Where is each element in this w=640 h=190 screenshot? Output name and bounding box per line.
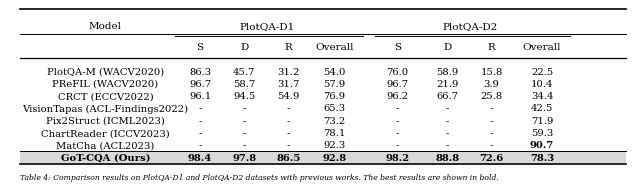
Text: 71.9: 71.9: [531, 117, 553, 126]
Text: R: R: [488, 43, 495, 52]
Text: -: -: [243, 141, 246, 150]
Text: -: -: [445, 117, 449, 126]
Text: 96.7: 96.7: [387, 80, 408, 89]
Text: VisionTapas (ACL-Findings2022): VisionTapas (ACL-Findings2022): [22, 105, 188, 114]
Text: -: -: [287, 105, 290, 113]
Text: Overall: Overall: [523, 43, 561, 52]
Text: -: -: [490, 105, 493, 113]
Text: -: -: [490, 141, 493, 150]
Text: D: D: [240, 43, 248, 52]
Text: 58.9: 58.9: [436, 68, 458, 77]
Text: -: -: [287, 117, 290, 126]
Text: Model: Model: [89, 22, 122, 31]
Text: D: D: [444, 43, 452, 52]
Text: 25.8: 25.8: [481, 92, 502, 101]
Text: 97.8: 97.8: [232, 154, 256, 163]
Text: -: -: [445, 141, 449, 150]
Text: -: -: [243, 117, 246, 126]
Text: -: -: [396, 129, 399, 138]
Text: 15.8: 15.8: [481, 68, 503, 77]
Text: -: -: [396, 105, 399, 113]
Text: -: -: [287, 129, 290, 138]
Text: 92.3: 92.3: [323, 141, 346, 150]
Text: -: -: [198, 105, 202, 113]
Text: 66.7: 66.7: [436, 92, 458, 101]
Text: 45.7: 45.7: [233, 68, 255, 77]
Text: 90.7: 90.7: [530, 141, 554, 150]
Text: 73.2: 73.2: [323, 117, 346, 126]
Text: -: -: [396, 141, 399, 150]
Text: -: -: [490, 117, 493, 126]
Text: 88.8: 88.8: [435, 154, 460, 163]
Text: 58.7: 58.7: [233, 80, 255, 89]
Text: PlotQA-D2: PlotQA-D2: [442, 22, 497, 31]
Text: 54.9: 54.9: [277, 92, 300, 101]
Text: 86.5: 86.5: [276, 154, 301, 163]
Text: S: S: [196, 43, 204, 52]
Text: R: R: [285, 43, 292, 52]
Text: 42.5: 42.5: [531, 105, 553, 113]
Text: ChartReader (ICCV2023): ChartReader (ICCV2023): [41, 129, 170, 138]
Text: -: -: [287, 141, 290, 150]
Text: 98.4: 98.4: [188, 154, 212, 163]
Text: 78.3: 78.3: [530, 154, 554, 163]
Text: 96.2: 96.2: [387, 92, 408, 101]
Text: S: S: [394, 43, 401, 52]
Text: 98.2: 98.2: [385, 154, 410, 163]
Text: 78.1: 78.1: [323, 129, 346, 138]
Text: CRCT (ECCV2022): CRCT (ECCV2022): [58, 92, 153, 101]
Text: -: -: [198, 117, 202, 126]
Text: -: -: [243, 129, 246, 138]
Text: 59.3: 59.3: [531, 129, 553, 138]
Text: 92.8: 92.8: [323, 154, 346, 163]
Text: GoT-CQA (Ours): GoT-CQA (Ours): [61, 154, 150, 163]
Text: -: -: [445, 129, 449, 138]
Text: 31.7: 31.7: [277, 80, 300, 89]
Text: Pix2Struct (ICML2023): Pix2Struct (ICML2023): [46, 117, 165, 126]
Text: -: -: [198, 141, 202, 150]
Text: 3.9: 3.9: [484, 80, 499, 89]
Text: Table 4: Comparison results on PlotQA-D1 and PlotQA-D2 datasets with previous wo: Table 4: Comparison results on PlotQA-D1…: [20, 174, 499, 182]
Text: -: -: [396, 117, 399, 126]
Text: -: -: [490, 129, 493, 138]
Text: 31.2: 31.2: [277, 68, 300, 77]
Text: PlotQA-M (WACV2020): PlotQA-M (WACV2020): [47, 68, 164, 77]
Text: 57.9: 57.9: [323, 80, 346, 89]
Text: -: -: [243, 105, 246, 113]
Text: 76.0: 76.0: [387, 68, 408, 77]
Text: -: -: [198, 129, 202, 138]
Text: PReFIL (WACV2020): PReFIL (WACV2020): [52, 80, 159, 89]
Text: 54.0: 54.0: [323, 68, 346, 77]
Text: 10.4: 10.4: [531, 80, 554, 89]
Text: 94.5: 94.5: [233, 92, 255, 101]
Text: 86.3: 86.3: [189, 68, 211, 77]
Text: 76.9: 76.9: [323, 92, 346, 101]
Text: 96.1: 96.1: [189, 92, 211, 101]
Bar: [20, 151, 626, 163]
Text: 65.3: 65.3: [323, 105, 346, 113]
Text: 96.7: 96.7: [189, 80, 211, 89]
Text: 21.9: 21.9: [436, 80, 459, 89]
Text: -: -: [445, 105, 449, 113]
Text: Overall: Overall: [315, 43, 354, 52]
Text: 72.6: 72.6: [479, 154, 504, 163]
Text: MatCha (ACL2023): MatCha (ACL2023): [56, 141, 155, 150]
Text: 22.5: 22.5: [531, 68, 553, 77]
Text: PlotQA-D1: PlotQA-D1: [239, 22, 295, 31]
Text: 34.4: 34.4: [531, 92, 554, 101]
